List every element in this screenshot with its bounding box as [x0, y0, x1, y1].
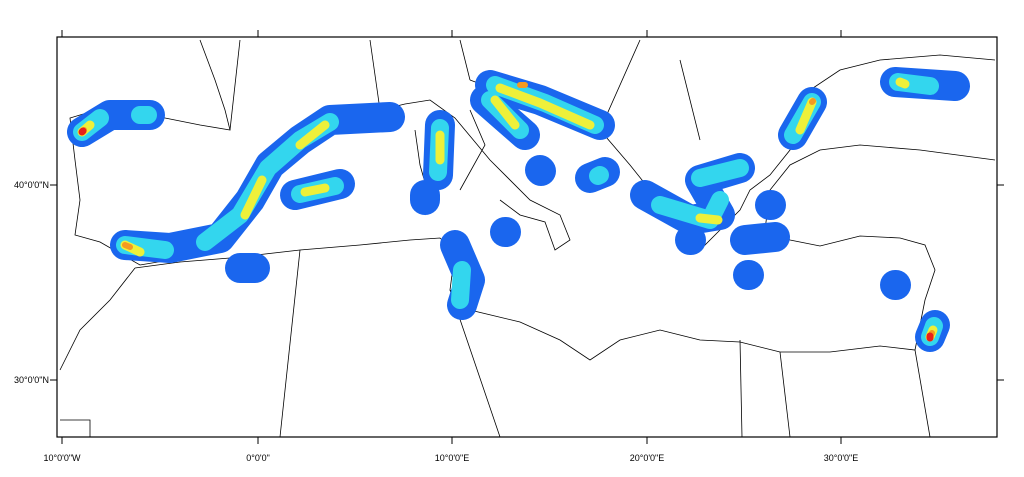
x-tick-label: 10°0'0"W [43, 453, 81, 463]
heatmap [67, 67, 970, 352]
x-tick-label: 20°0'0"E [630, 453, 665, 463]
x-tick-label: 0°0'0" [246, 453, 270, 463]
x-tick-label: 30°0'0"E [824, 453, 859, 463]
x-tick-label: 10°0'0"E [435, 453, 470, 463]
y-tick-label: 40°0'0"N [14, 180, 49, 190]
y-tick-label: 30°0'0"N [14, 375, 49, 385]
